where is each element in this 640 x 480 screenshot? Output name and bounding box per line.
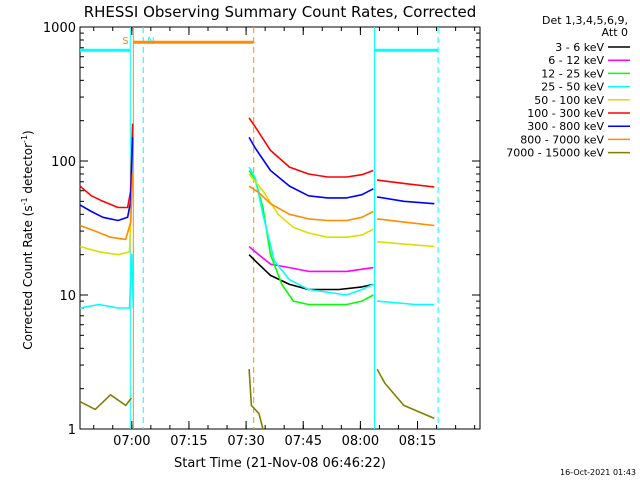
series-5-segment-1: [248, 117, 374, 178]
legend-label-5: 100 - 300 keV: [527, 107, 604, 120]
x-tick-label-0715: 07:15: [170, 434, 207, 449]
series-6-segment-1: [248, 137, 374, 199]
series-7-segment-0: [79, 173, 134, 241]
series-5-segment-0: [79, 123, 134, 209]
x-tick-label-0745: 07:45: [285, 434, 322, 449]
y-tick-label-100: 100: [51, 155, 76, 170]
series-6-segment-2: [376, 196, 435, 205]
series-8-segment-0: [79, 393, 133, 411]
series-5-segment-2: [377, 179, 435, 188]
legend-label-1: 6 - 12 keV: [548, 54, 604, 67]
timestamp: 16-Oct-2021 01:43: [560, 468, 636, 477]
series-0-segment-0: [248, 254, 374, 291]
legend-label-0: 3 - 6 keV: [555, 41, 604, 54]
series-4-segment-2: [377, 240, 435, 248]
y-tick-label-10: 10: [59, 289, 76, 304]
series-6-segment-0: [79, 137, 134, 222]
marker-label-S: S: [122, 36, 128, 47]
chart-title: RHESSI Observing Summary Count Rates, Co…: [84, 3, 477, 21]
x-axis-label: Start Time (21-Nov-08 06:46:22): [174, 456, 386, 471]
series-7-segment-1: [248, 185, 374, 222]
legend-label-3: 25 - 50 keV: [541, 81, 604, 94]
x-tick-label-0800: 08:00: [342, 434, 379, 449]
x-tick-label-0700: 07:00: [113, 434, 150, 449]
x-tick-label-0815: 08:15: [399, 434, 436, 449]
y-tick-label-1000: 1000: [43, 21, 76, 36]
legend-header-line1: Det 1,3,4,5,6,9,: [542, 14, 628, 27]
y-axis-label: Corrected Count Rate (s-1 detector-1): [20, 130, 35, 349]
series-3-segment-0: [79, 253, 135, 309]
series-4-segment-1: [248, 173, 374, 238]
series-8-segment-1: [248, 369, 264, 430]
legend-label-4: 50 - 100 keV: [534, 94, 604, 107]
legend-header-line2: Att 0: [602, 26, 628, 39]
series-3-segment-1: [248, 166, 374, 296]
series-3-segment-2: [377, 300, 435, 306]
legend-label-2: 12 - 25 keV: [541, 67, 604, 80]
legend-label-8: 7000 - 15000 keV: [506, 147, 604, 160]
legend-label-6: 300 - 800 keV: [527, 120, 604, 133]
series-7-segment-2: [377, 218, 435, 227]
series-1-segment-0: [248, 245, 374, 273]
y-tick-label-1: 1: [68, 423, 76, 438]
series-2-segment-0: [248, 170, 374, 306]
x-tick-label-0730: 07:30: [227, 434, 264, 449]
plot-area: 1 10 100 1000 07:00 07:15 07:30 07:45 08:00 08:15…: [43, 21, 481, 449]
legend-label-7: 800 - 7000 keV: [520, 133, 604, 146]
plot-frame: [79, 26, 481, 430]
series-4-segment-0: [79, 190, 133, 256]
series-8-segment-2: [376, 368, 435, 420]
